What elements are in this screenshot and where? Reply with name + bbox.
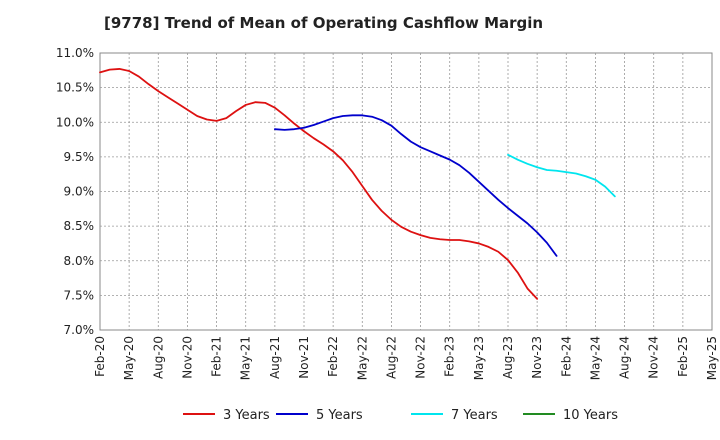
x-tick-label: Feb-21 xyxy=(210,336,224,377)
series-lines xyxy=(99,68,616,300)
x-tick-label: Feb-24 xyxy=(559,336,573,377)
x-tick-label: May-20 xyxy=(122,336,136,380)
x-tick-label: May-25 xyxy=(705,336,719,380)
x-tick-label: May-21 xyxy=(239,336,253,380)
x-tick-label: Nov-23 xyxy=(530,336,544,379)
x-axis-ticks: Feb-20 May-20 Aug-20 Nov-20 Feb-21 May-21 Aug-… xyxy=(93,336,719,380)
x-tick-label: Nov-22 xyxy=(414,336,428,379)
x-tick-label: Nov-21 xyxy=(297,336,311,379)
series-line-7-years xyxy=(507,153,616,198)
x-tick-label: Aug-20 xyxy=(151,336,165,379)
legend-label: 7 Years xyxy=(451,408,498,423)
y-tick-label: 7.5% xyxy=(64,288,95,302)
x-tick-label: Feb-25 xyxy=(676,336,690,377)
x-tick-label: Feb-22 xyxy=(326,336,340,377)
legend: 3 Years 5 Years 7 Years 10 Years xyxy=(183,408,618,423)
y-tick-label: 10.0% xyxy=(56,115,94,129)
x-tick-label: Feb-23 xyxy=(443,336,457,377)
x-tick-label: Aug-21 xyxy=(268,336,282,379)
y-axis-ticks: 7.0% 7.5% 8.0% 8.5% 9.0% 9.5% 10.0% 10.5% 11.0% xyxy=(56,46,94,337)
y-tick-label: 8.0% xyxy=(64,254,95,268)
x-tick-label: May-22 xyxy=(355,336,369,380)
legend-label: 5 Years xyxy=(316,408,363,423)
y-tick-label: 7.0% xyxy=(64,323,95,337)
y-tick-label: 9.0% xyxy=(64,185,95,199)
x-tick-label: Feb-20 xyxy=(93,336,107,377)
y-tick-label: 10.5% xyxy=(56,81,94,95)
chart-title: [9778] Trend of Mean of Operating Cashfl… xyxy=(104,14,544,32)
y-tick-label: 8.5% xyxy=(64,219,95,233)
x-tick-label: Nov-20 xyxy=(180,336,194,379)
y-tick-label: 9.5% xyxy=(64,150,95,164)
x-tick-label: May-23 xyxy=(472,336,486,380)
series-line-5-years xyxy=(273,114,558,257)
legend-label: 10 Years xyxy=(563,408,618,423)
x-tick-label: Nov-24 xyxy=(647,336,661,379)
legend-label: 3 Years xyxy=(223,408,270,423)
y-tick-label: 11.0% xyxy=(56,46,94,60)
series-line-3-years xyxy=(99,68,539,300)
x-tick-label: Aug-24 xyxy=(618,336,632,379)
x-tick-label: May-24 xyxy=(588,336,602,380)
x-tick-label: Aug-22 xyxy=(384,336,398,379)
x-tick-label: Aug-23 xyxy=(501,336,515,379)
